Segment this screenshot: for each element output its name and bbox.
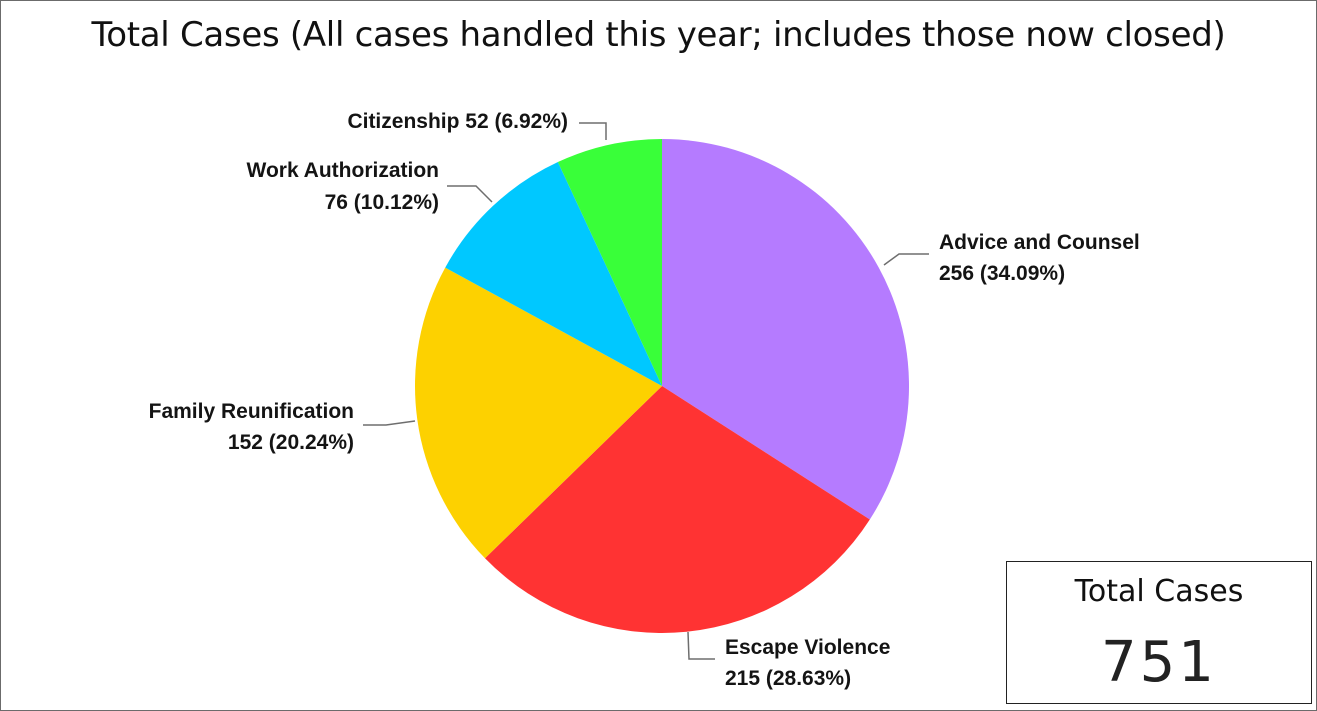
pie-slice-advice-and-counsel[interactable]: [662, 139, 910, 520]
category-label-work-authorization: Work Authorization: [247, 159, 440, 182]
value-label-family-reunification: 152 (20.24%): [228, 431, 354, 454]
value-label-escape-violence: 215 (28.63%): [725, 667, 851, 690]
pie-slice-work-authorization[interactable]: [445, 162, 662, 386]
value-label-work-authorization: 76 (10.12%): [325, 191, 439, 214]
pie-slice-citizenship[interactable]: [557, 139, 662, 386]
leader-line-family-reunification: [363, 420, 416, 426]
leader-line-escape-violence: [687, 631, 715, 660]
total-cases-value: 751: [1101, 630, 1217, 695]
pie-slice-family-reunification[interactable]: [414, 267, 662, 559]
data-label-citizenship: Citizenship 52 (6.92%): [347, 110, 568, 133]
chart-title: Total Cases (All cases handled this year…: [91, 15, 1226, 55]
pie-slice-escape-violence[interactable]: [484, 386, 870, 633]
category-label-family-reunification: Family Reunification: [149, 400, 354, 423]
leader-line-advice-and-counsel: [883, 253, 929, 266]
leader-line-citizenship: [579, 122, 607, 140]
leader-line-work-authorization: [447, 185, 493, 203]
category-label-escape-violence: Escape Violence: [725, 636, 890, 659]
category-label-advice-and-counsel: Advice and Counsel: [939, 231, 1140, 254]
total-cases-card: Total Cases 751: [1006, 561, 1312, 704]
value-label-advice-and-counsel: 256 (34.09%): [939, 262, 1065, 285]
total-cases-label: Total Cases: [1074, 574, 1244, 609]
